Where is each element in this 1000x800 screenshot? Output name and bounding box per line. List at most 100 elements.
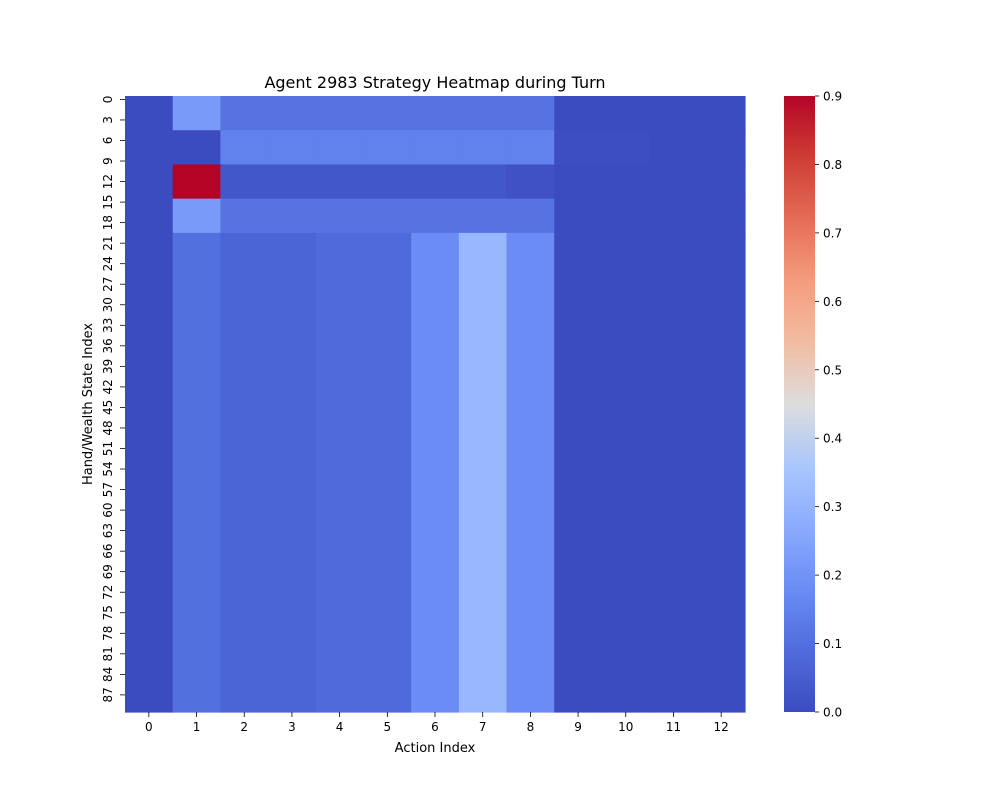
colorbar — [784, 96, 815, 712]
y-tick-label: 21 — [101, 236, 115, 251]
x-tick-label: 9 — [574, 720, 582, 734]
heatmap-cell — [363, 198, 412, 234]
y-tick-label: 69 — [101, 564, 115, 579]
y-tick-label: 72 — [101, 585, 115, 600]
x-tick-label: 5 — [383, 720, 391, 734]
y-tick-label: 3 — [101, 116, 115, 124]
heatmap-cell — [220, 198, 269, 234]
heatmap-cell — [458, 96, 508, 131]
heatmap-cell — [268, 232, 317, 713]
heatmap-cell — [458, 130, 508, 166]
x-tick-label: 12 — [714, 720, 729, 734]
heatmap-cell — [172, 198, 221, 234]
x-tick-label: 1 — [193, 720, 201, 734]
y-tick-label: 0 — [101, 96, 115, 104]
x-tick-label: 8 — [527, 720, 535, 734]
heatmap-cell — [506, 130, 555, 166]
y-tick-label: 30 — [101, 297, 115, 312]
heatmap-cell — [125, 96, 174, 131]
heatmap-cell — [125, 232, 174, 713]
colorbar-tick-label: 0.6 — [823, 295, 842, 309]
y-tick-label: 81 — [101, 646, 115, 661]
chart-title: Agent 2983 Strategy Heatmap during Turn — [264, 73, 605, 92]
y-tick-label: 54 — [101, 461, 115, 476]
colorbar-tick-label: 0.8 — [823, 158, 842, 172]
x-tick-label: 0 — [145, 720, 153, 734]
heatmap-cell — [268, 198, 317, 234]
colorbar-tick-label: 0.7 — [823, 226, 842, 240]
y-tick-label: 57 — [101, 482, 115, 497]
heatmap-cell — [363, 96, 412, 131]
x-axis-label: Action Index — [395, 741, 476, 756]
y-tick-label: 60 — [101, 502, 115, 517]
heatmap-cell — [649, 232, 698, 713]
y-tick-label: 78 — [101, 626, 115, 641]
heatmap-cell — [506, 164, 555, 200]
heatmap-cell — [363, 130, 412, 166]
colorbar-tick-label: 0.2 — [823, 569, 842, 583]
y-axis-ticks: 0369121518212427303336394245485154576063… — [101, 96, 125, 703]
x-tick-label: 2 — [240, 720, 248, 734]
y-tick-label: 51 — [101, 441, 115, 456]
heatmap-cell — [554, 130, 603, 166]
heatmap-cell — [172, 164, 221, 200]
x-tick-label: 4 — [336, 720, 344, 734]
heatmap-cell — [697, 232, 746, 713]
y-tick-label: 6 — [101, 137, 115, 145]
heatmap-cell — [268, 164, 317, 200]
y-tick-label: 27 — [101, 277, 115, 292]
y-axis-label: Hand/Wealth State Index — [81, 323, 96, 485]
heatmap-cell — [506, 198, 555, 234]
heatmap-cell — [411, 164, 460, 200]
heatmap-cell — [697, 96, 746, 131]
heatmap-cell — [649, 198, 698, 234]
heatmap-cell — [268, 130, 317, 166]
heatmap-cell — [458, 232, 508, 713]
y-tick-label: 15 — [101, 194, 115, 209]
heatmap-cell — [411, 232, 460, 713]
colorbar-tick-label: 0.0 — [823, 706, 842, 720]
y-tick-label: 63 — [101, 523, 115, 538]
heatmap-cell — [458, 164, 508, 200]
y-tick-label: 75 — [101, 605, 115, 620]
x-tick-label: 11 — [666, 720, 681, 734]
colorbar-tick-label: 0.1 — [823, 637, 842, 651]
heatmap-cell — [601, 130, 651, 166]
x-axis-ticks: 0 1 2 3 4 5 6 7 8 9 10 11 12 — [145, 712, 729, 734]
heatmap-cell — [697, 198, 746, 234]
colorbar-tick-label: 0.5 — [823, 363, 842, 377]
heatmap-cell — [554, 198, 603, 234]
heatmap-cell — [554, 232, 603, 713]
heatmap-cell — [601, 96, 651, 131]
heatmap-cell — [411, 130, 460, 166]
heatmap-cell — [220, 232, 269, 713]
colorbar-tick-label: 0.3 — [823, 500, 842, 514]
heatmap-cell — [649, 96, 698, 131]
y-tick-label: 66 — [101, 544, 115, 559]
heatmap-cell — [315, 130, 365, 166]
heatmap-cell — [268, 96, 317, 131]
y-tick-label: 24 — [101, 256, 115, 271]
heatmap-cells — [125, 96, 746, 713]
heatmap-cell — [363, 232, 412, 713]
colorbar-tick-label: 0.4 — [823, 432, 842, 446]
heatmap-cell — [125, 198, 174, 234]
heatmap-cell — [125, 164, 174, 200]
heatmap-cell — [125, 130, 174, 166]
x-tick-label: 3 — [288, 720, 296, 734]
heatmap-cell — [315, 96, 365, 131]
y-tick-label: 33 — [101, 318, 115, 333]
y-tick-label: 48 — [101, 420, 115, 435]
colorbar-ticks: 0.0 0.1 0.2 0.3 0.4 0.5 0.6 0.7 0.8 0.9 — [815, 90, 842, 720]
y-tick-label: 87 — [101, 687, 115, 702]
y-tick-label: 84 — [101, 667, 115, 682]
heatmap-cell — [601, 164, 651, 200]
y-tick-label: 12 — [101, 174, 115, 189]
y-tick-label: 42 — [101, 379, 115, 394]
heatmap-cell — [172, 232, 221, 713]
heatmap-cell — [506, 232, 555, 713]
heatmap-cell — [220, 130, 269, 166]
heatmap-cell — [458, 198, 508, 234]
heatmap-cell — [601, 198, 651, 234]
